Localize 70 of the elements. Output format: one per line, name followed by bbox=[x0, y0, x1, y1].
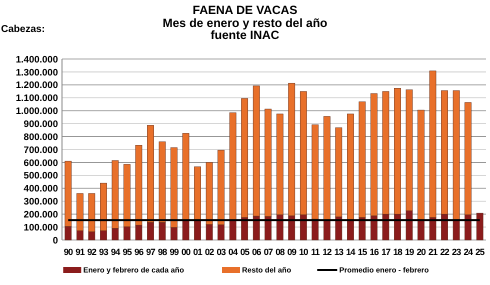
x-tick-label: 15 bbox=[358, 247, 368, 257]
x-tick-label: 13 bbox=[334, 247, 344, 257]
x-tick-label: 24 bbox=[464, 247, 474, 257]
y-tick-label: 500.000 bbox=[24, 170, 58, 182]
y-tick-label: 900.000 bbox=[24, 118, 58, 130]
x-tick-label: 07 bbox=[264, 247, 274, 257]
y-tick-label: 1.400.000 bbox=[16, 54, 58, 66]
y-tick-label: 600.000 bbox=[24, 158, 58, 169]
x-tick-label: 12 bbox=[322, 247, 332, 257]
bar bbox=[476, 212, 484, 240]
y-tick-label: 1.100.000 bbox=[16, 93, 58, 104]
bar bbox=[229, 220, 236, 240]
bar bbox=[182, 220, 190, 240]
y-tick-label: 200.000 bbox=[24, 209, 58, 220]
bar bbox=[229, 112, 236, 221]
y-tick-label: 700.000 bbox=[24, 144, 58, 156]
x-tick-label: 96 bbox=[134, 247, 144, 257]
bar bbox=[194, 220, 201, 240]
x-tick-label: 10 bbox=[298, 247, 308, 257]
bar bbox=[347, 114, 354, 220]
x-tick-label: 06 bbox=[252, 247, 262, 257]
x-tick-label: 92 bbox=[87, 247, 97, 257]
x-tick-label: 23 bbox=[452, 247, 462, 257]
y-tick-label: 1.200.000 bbox=[16, 80, 58, 92]
x-tick-label: 17 bbox=[381, 247, 391, 257]
x-tick-label: 25 bbox=[475, 247, 485, 257]
x-tick-label: 04 bbox=[228, 247, 238, 257]
x-tick-label: 03 bbox=[216, 247, 226, 257]
bar bbox=[323, 116, 330, 220]
x-tick-label: 95 bbox=[122, 247, 132, 257]
y-tick-label: 300.000 bbox=[24, 196, 58, 208]
x-tick-label: 91 bbox=[76, 247, 85, 257]
x-tick-label: 22 bbox=[440, 247, 450, 257]
x-tick-label: 02 bbox=[204, 247, 214, 257]
x-tick-label: 19 bbox=[404, 247, 414, 257]
y-axis-title: Cabezas: bbox=[1, 24, 45, 35]
y-tick-label: 1.000.000 bbox=[16, 106, 58, 118]
y-tick-label: 800.000 bbox=[24, 132, 58, 143]
x-tick-label: 05 bbox=[240, 247, 250, 257]
x-tick-label: 09 bbox=[287, 247, 297, 257]
chart-title: FAENA DE VACAS bbox=[192, 3, 298, 17]
x-tick-label: 21 bbox=[428, 247, 438, 257]
y-tick-label: 0 bbox=[52, 235, 58, 246]
x-tick-label: 97 bbox=[146, 247, 156, 257]
y-tick-label: 1.300.000 bbox=[16, 67, 58, 78]
bar bbox=[312, 124, 319, 220]
bar bbox=[452, 90, 460, 220]
x-tick-label: 01 bbox=[193, 247, 203, 257]
bar bbox=[418, 110, 424, 220]
chart-subtitle: Mes de enero y resto del año fuente INAC bbox=[162, 16, 328, 42]
x-tick-label: 16 bbox=[370, 247, 379, 257]
bar bbox=[452, 219, 460, 240]
x-tick-label: 08 bbox=[275, 247, 285, 257]
bar bbox=[323, 220, 330, 240]
x-tick-label: 00 bbox=[181, 247, 191, 257]
x-tick-label: 98 bbox=[158, 247, 168, 257]
x-tick-label: 99 bbox=[170, 247, 180, 257]
x-tick-label: 11 bbox=[311, 247, 320, 257]
bar bbox=[182, 133, 190, 220]
x-tick-label: 14 bbox=[346, 247, 356, 257]
x-tick-label: 90 bbox=[64, 247, 74, 257]
x-tick-label: 94 bbox=[110, 247, 120, 257]
y-tick-label: 100.000 bbox=[24, 222, 58, 234]
x-tick-label: 20 bbox=[416, 247, 426, 257]
bar bbox=[418, 219, 424, 240]
x-tick-label: 18 bbox=[393, 247, 402, 257]
bar bbox=[194, 166, 201, 221]
bar bbox=[347, 219, 354, 240]
x-tick-label: 93 bbox=[99, 247, 108, 257]
y-tick-label: 400.000 bbox=[24, 184, 58, 195]
